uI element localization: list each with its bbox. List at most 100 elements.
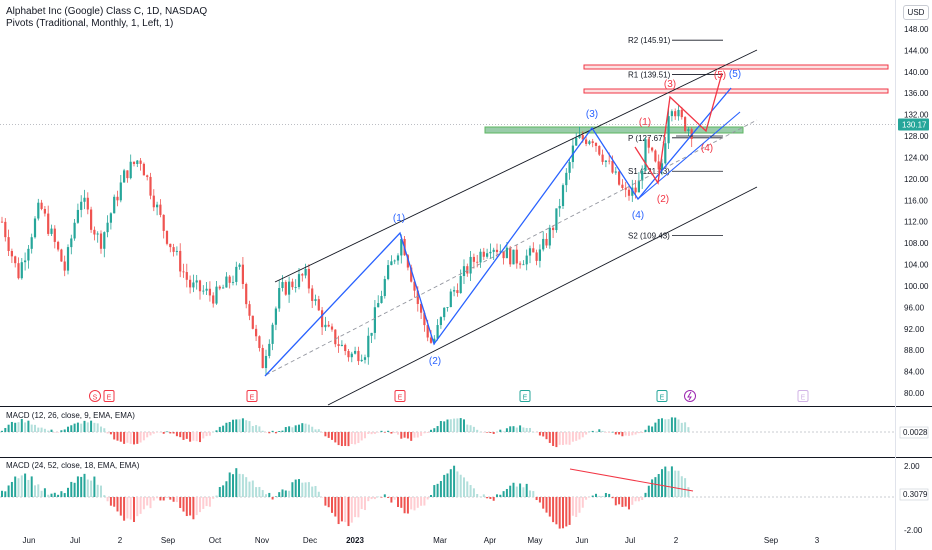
macd-fast-bar [555,432,558,448]
macd-slow-bar [522,487,525,497]
macd-slow-bar [614,497,617,506]
macd-fast-bar [578,432,581,440]
macd-slow-bar [192,497,195,520]
candle-body [215,286,218,304]
macd-fast-bar [542,432,545,437]
candle-body [198,280,202,292]
macd-slow-bar [40,490,43,497]
candle-body [238,264,241,267]
macd-slow-bar [558,497,561,529]
candle-body [172,247,175,252]
macd-slow-bar [571,497,574,516]
macd-fast-bar [420,432,423,436]
candle-body [387,265,390,280]
macd-fast-bar [608,432,611,433]
macd-slow-bar [519,483,522,497]
candle-body [390,261,393,266]
macd-fast-bar [202,432,205,439]
candle-body [225,276,228,288]
macd-slow-bar [637,497,640,502]
candle-body [558,206,561,209]
macd-fast-bar [172,432,175,434]
macd-fast-bar [446,419,449,432]
y-tick-label: 128.00 [904,132,929,141]
macd-fast-bar [571,432,574,442]
macd-fast-bar [60,430,63,432]
macd-slow-bar [142,497,145,510]
macd-fast-bar [271,430,274,432]
candle-body [489,251,492,254]
macd-fast-bar [17,422,20,432]
macd-fast-bar [502,431,505,433]
macd-slow-bar [433,485,436,497]
event-marker-label: E [523,395,528,402]
macd-slow-bar [661,469,663,497]
earnings-marker [519,390,531,402]
y-tick-label: 124.00 [904,153,929,162]
candle-body [555,208,558,231]
macd-slow-bar [548,497,551,517]
macd-fast-bar [182,432,185,440]
macd-slow-bar [585,497,588,500]
candle-body [327,324,330,327]
macd-slow-bar [604,492,607,497]
macd-fast-bar [380,430,383,432]
candle-body [113,196,116,214]
macd-fast-bar [291,427,294,432]
macd-slow-bar [327,497,330,508]
candle-body [505,247,508,259]
macd-slow-bar [578,497,581,513]
pivots-indicator-label[interactable]: Pivots (Traditional, Monthly, 1, Left, 1… [6,18,174,29]
candle-body [146,175,149,177]
macd-fast-bar [565,432,568,445]
earnings-marker [797,390,809,402]
candle-body [50,228,53,234]
macd-slow-bar [598,495,601,497]
macd-fast-bar [568,432,571,445]
candle-body [680,109,683,118]
macd-fast-bar [4,427,7,432]
x-tick-label: 2 [118,536,123,545]
macd-fast-bar [261,430,264,432]
candle-body [492,249,495,252]
macd-fast-bar [667,419,670,432]
macd-slow-bar [324,497,327,506]
macd-fast-bar [156,432,159,433]
macd-fast-bar [670,417,673,432]
macd-slow-bar [172,497,175,502]
candle-body [495,249,499,253]
candle-body [594,143,598,146]
y-tick-label: 88.00 [904,346,925,355]
macd-fast-bar [142,432,145,441]
candle-body [561,185,565,207]
candle-body [132,161,136,164]
macd-fast-bar [482,432,485,433]
macd-slow-bar [670,466,673,497]
currency-button[interactable]: USD [903,5,929,20]
y-tick-label: 144.00 [904,46,929,55]
macd-fast-bar [304,423,307,432]
candle-body [601,154,604,162]
macd-slow-axis-tick: 2.00 [904,462,920,471]
x-tick-label: Jun [23,536,36,545]
candle-body [43,208,46,214]
candle-body [548,227,551,246]
candle-body [208,288,211,296]
macd-slow-bar [505,488,508,497]
macd-fast-bar [661,418,663,432]
macd-fast-bar [611,431,614,433]
candle-body [261,347,264,369]
macd-fast-bar [20,418,23,432]
macd-slow-bar [482,494,485,497]
macd-slow-bar [608,493,611,497]
macd-slow-bar [314,486,317,497]
macd-fast-bar [123,432,126,444]
macd-slow-bar [509,485,512,497]
macd-fast-bar [598,429,601,432]
event-marker-label: E [250,395,255,402]
candle-body [14,256,17,264]
candle-body [17,263,20,279]
resistance-zone-upper [583,64,889,70]
macd-slow-bar [317,491,320,497]
